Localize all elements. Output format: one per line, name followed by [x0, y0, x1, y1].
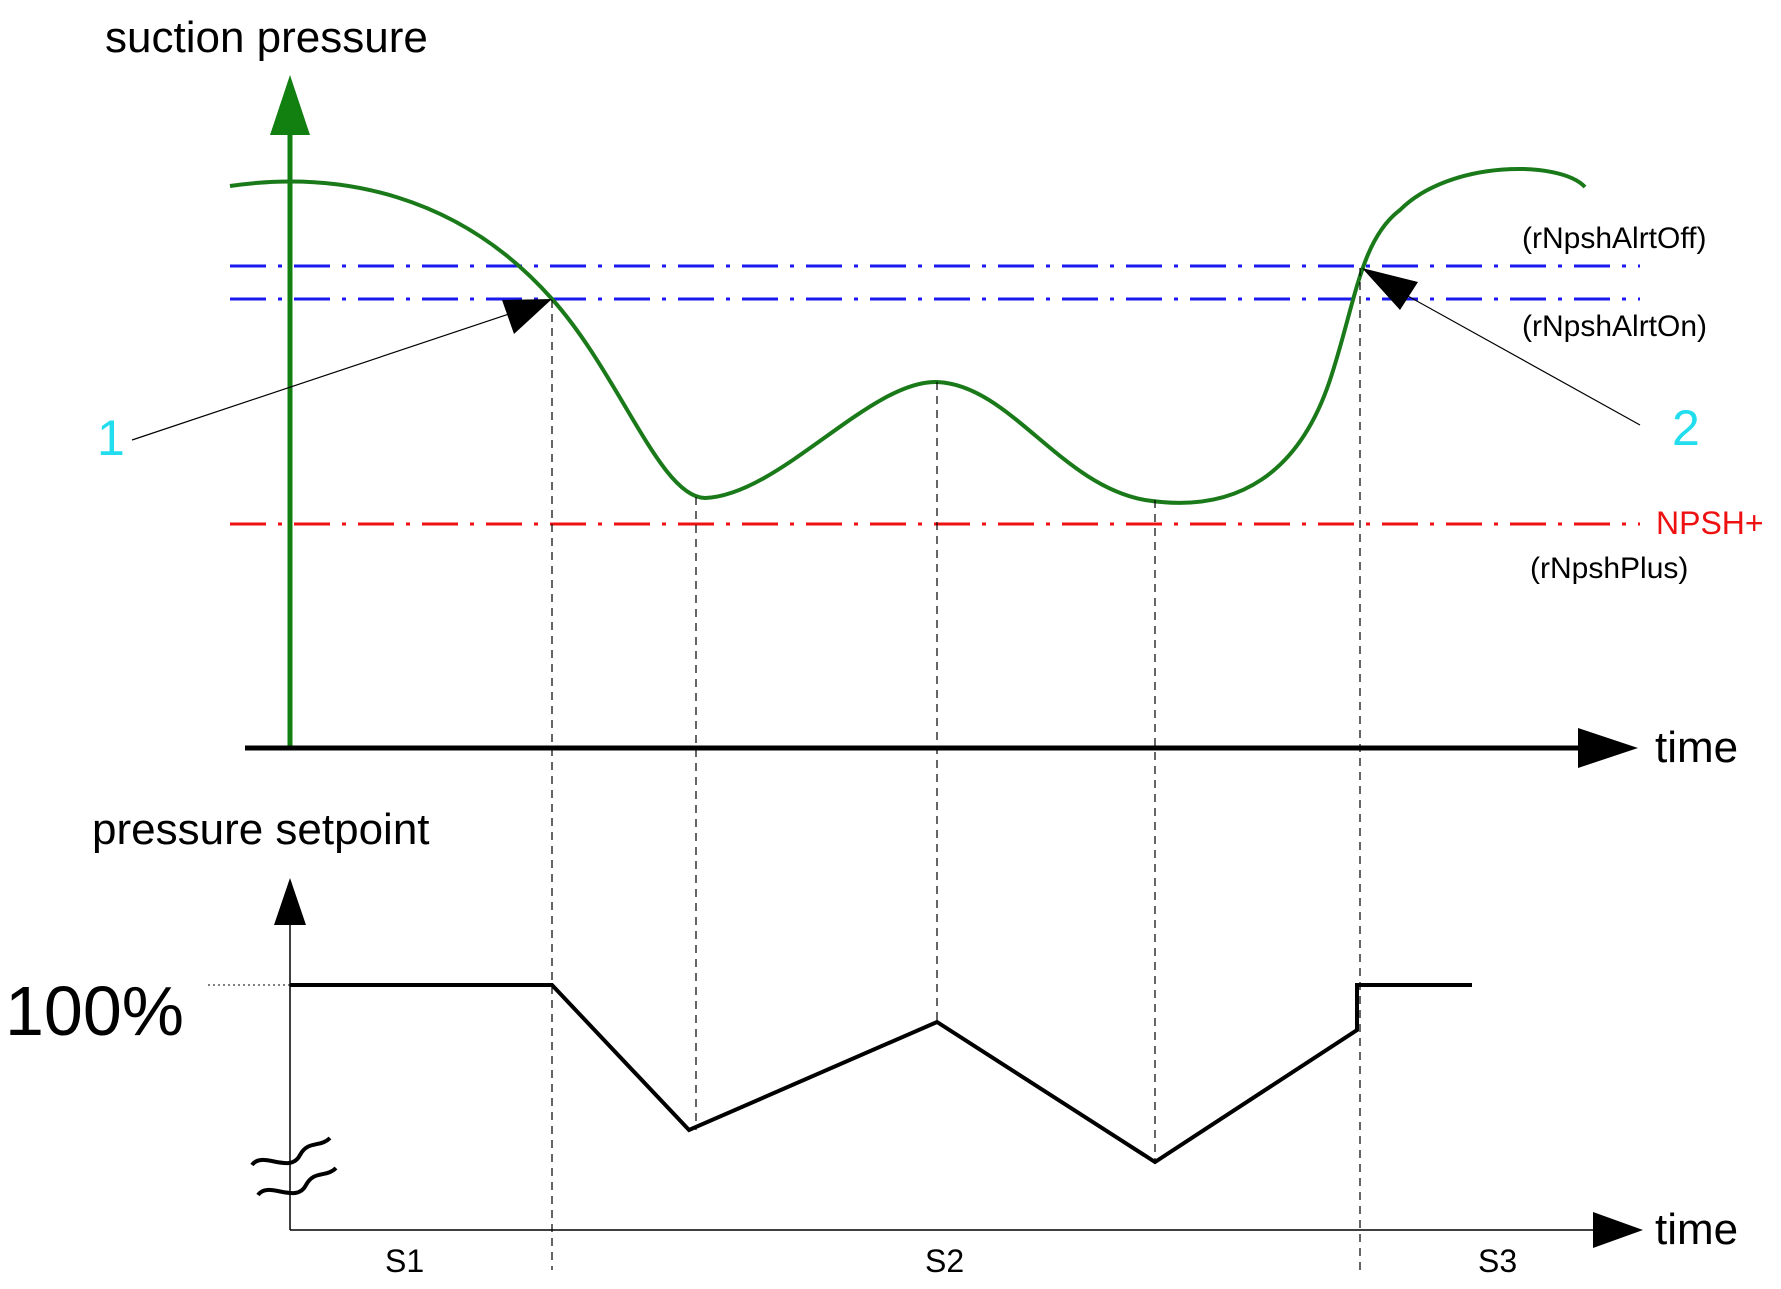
bottom-y-axis-label: pressure setpoint [92, 805, 430, 854]
segment-label-s3: S3 [1478, 1243, 1517, 1279]
callout-1-arrowhead [502, 299, 552, 334]
bottom-y-axis-arrowhead [274, 878, 306, 925]
callout-2-number: 2 [1672, 400, 1700, 456]
top-x-axis-label: time [1655, 723, 1738, 772]
alert-off-label: (rNpshAlrtOff) [1522, 222, 1706, 255]
callout-2-leader [1369, 274, 1641, 426]
axis-break-mark [250, 1136, 338, 1197]
callout-1-leader [131, 299, 549, 441]
top-y-axis-arrowhead [270, 75, 310, 135]
bottom-plot: pressure setpoint time 100% S1 S2 S3 [5, 805, 1738, 1279]
top-x-axis-arrowhead [1578, 728, 1638, 768]
level-100-label: 100% [5, 972, 184, 1050]
segment-label-s2: S2 [925, 1243, 964, 1279]
top-plot: suction pressure time (rNpshAlrtOff) (rN… [97, 13, 1764, 772]
npsh-label: NPSH+ [1656, 505, 1764, 541]
bottom-x-axis-arrowhead [1593, 1212, 1643, 1248]
suction-pressure-curve [229, 167, 1587, 505]
npsh-param-label: (rNpshPlus) [1530, 552, 1688, 585]
top-y-axis-label: suction pressure [105, 13, 428, 62]
segment-label-s1: S1 [385, 1243, 424, 1279]
callout-1-number: 1 [97, 410, 125, 466]
bottom-x-axis-label: time [1655, 1205, 1738, 1254]
setpoint-trace [290, 983, 1472, 1165]
alert-on-label: (rNpshAlrtOn) [1522, 310, 1707, 343]
callout-2-arrowhead [1362, 268, 1418, 310]
guide-lines [551, 268, 1361, 1270]
